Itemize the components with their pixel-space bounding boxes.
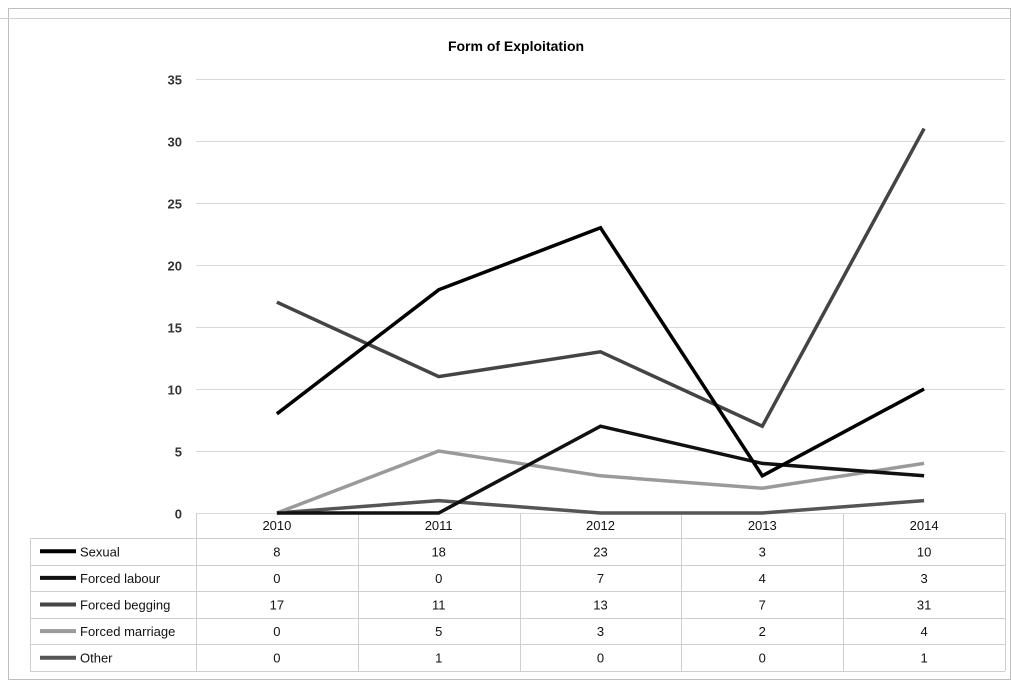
chart-title: Form of Exploitation: [448, 38, 584, 54]
data-label: 4: [920, 624, 927, 639]
series-line: [276, 127, 926, 429]
y-tick-label: 10: [168, 383, 182, 398]
y-tick-label: 0: [175, 507, 182, 522]
data-label: 13: [593, 598, 607, 613]
y-axis-ticks: 0 5 10 15 20 25 30 35: [168, 73, 182, 522]
y-tick-label: 30: [168, 135, 182, 150]
data-label: 2: [759, 624, 766, 639]
legend-label: Forced marriage: [80, 624, 175, 639]
x-tick-label: 2013: [748, 518, 777, 533]
data-label: 4: [759, 571, 766, 586]
y-tick-label: 20: [168, 259, 182, 274]
data-label: 10: [917, 544, 931, 559]
data-label: 1: [435, 651, 442, 666]
data-label: 0: [273, 571, 280, 586]
data-label: 0: [597, 651, 604, 666]
data-label: 3: [759, 544, 766, 559]
x-tick-label: 2012: [586, 518, 615, 533]
data-label: 31: [917, 598, 931, 613]
legend-label: Sexual: [80, 544, 120, 559]
y-tick-label: 15: [168, 321, 182, 336]
series-line: [276, 449, 925, 515]
data-label: 7: [597, 571, 604, 586]
series-lines: [275, 127, 926, 515]
data-label: 11: [432, 598, 446, 613]
legend-label: Other: [80, 651, 113, 666]
series-line: [276, 498, 925, 515]
series-line: [275, 225, 925, 479]
legend-label: Forced labour: [80, 571, 161, 586]
data-label: 0: [759, 651, 766, 666]
legend-label: Forced begging: [80, 598, 170, 613]
y-tick-label: 35: [168, 73, 182, 88]
data-label: 5: [435, 624, 442, 639]
data-label: 17: [270, 598, 284, 613]
data-label: 23: [593, 544, 607, 559]
y-tick-label: 5: [175, 445, 182, 460]
data-label: 1: [920, 651, 927, 666]
data-label: 7: [759, 598, 766, 613]
data-label: 18: [431, 544, 445, 559]
data-label: 0: [273, 651, 280, 666]
x-tick-label: 2014: [910, 518, 939, 533]
data-label: 8: [273, 544, 280, 559]
series-line: [276, 424, 925, 515]
data-label: 0: [435, 571, 442, 586]
data-label: 0: [273, 624, 280, 639]
data-label: 3: [920, 571, 927, 586]
y-tick-label: 25: [168, 197, 182, 212]
x-tick-label: 2010: [262, 518, 291, 533]
data-label: 3: [597, 624, 604, 639]
x-tick-label: 2011: [425, 518, 453, 533]
